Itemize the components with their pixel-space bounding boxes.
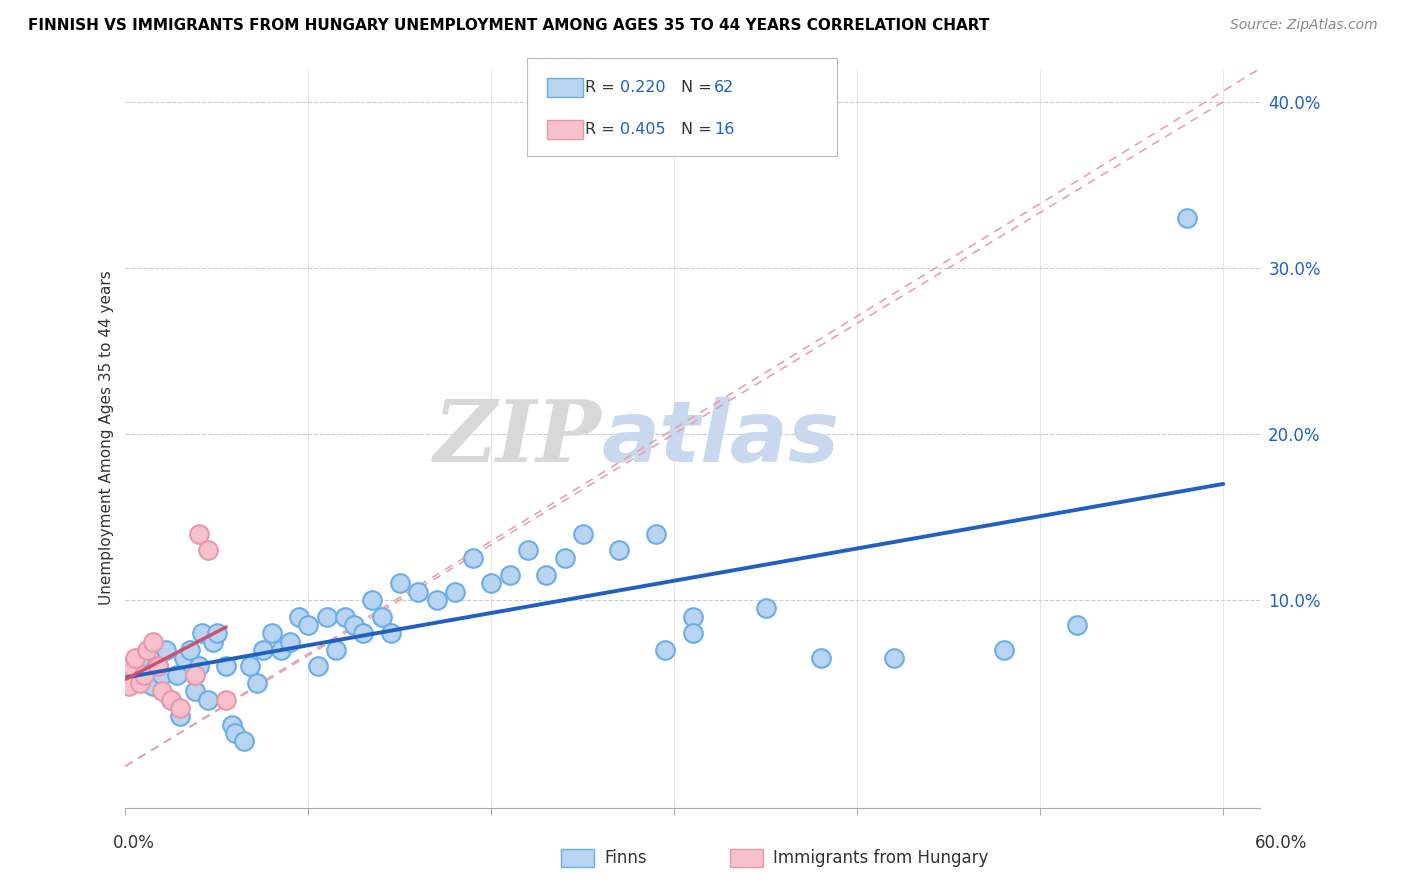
Text: FINNISH VS IMMIGRANTS FROM HUNGARY UNEMPLOYMENT AMONG AGES 35 TO 44 YEARS CORREL: FINNISH VS IMMIGRANTS FROM HUNGARY UNEMP… <box>28 18 990 33</box>
Point <box>118 679 141 693</box>
Point <box>221 717 243 731</box>
Point <box>654 643 676 657</box>
Point <box>352 626 374 640</box>
Point <box>554 551 576 566</box>
Point <box>536 568 558 582</box>
Text: Source: ZipAtlas.com: Source: ZipAtlas.com <box>1230 18 1378 32</box>
Point <box>187 659 209 673</box>
Text: 62: 62 <box>714 80 734 95</box>
Text: atlas: atlas <box>602 397 839 480</box>
Point <box>333 609 356 624</box>
Point <box>224 726 246 740</box>
Point <box>173 651 195 665</box>
Point <box>883 651 905 665</box>
Point <box>179 643 201 657</box>
Text: R =: R = <box>585 122 620 136</box>
Point <box>499 568 522 582</box>
Point <box>150 684 173 698</box>
Point <box>129 676 152 690</box>
Point <box>572 526 595 541</box>
Point <box>1066 618 1088 632</box>
Point <box>252 643 274 657</box>
Point <box>155 643 177 657</box>
Point <box>129 651 152 665</box>
Point <box>517 543 540 558</box>
Point <box>205 626 228 640</box>
Point <box>810 651 832 665</box>
Point <box>148 659 170 673</box>
Point <box>343 618 366 632</box>
Point <box>239 659 262 673</box>
Point <box>117 667 139 681</box>
Text: R =: R = <box>585 80 620 95</box>
Point <box>215 692 238 706</box>
Point <box>160 692 183 706</box>
Point <box>370 609 392 624</box>
Point <box>197 543 219 558</box>
Text: Finns: Finns <box>605 849 647 867</box>
Point <box>380 626 402 640</box>
Point <box>197 692 219 706</box>
Point <box>246 676 269 690</box>
Point <box>166 667 188 681</box>
Point <box>142 634 165 648</box>
Text: 60.0%: 60.0% <box>1256 834 1308 852</box>
Point <box>315 609 337 624</box>
Text: ZIP: ZIP <box>434 396 602 480</box>
Point <box>215 659 238 673</box>
Point <box>142 679 165 693</box>
Point <box>184 684 207 698</box>
Point <box>124 651 146 665</box>
Point <box>278 634 301 648</box>
Text: 16: 16 <box>714 122 734 136</box>
Text: N =: N = <box>681 122 717 136</box>
Point <box>425 593 447 607</box>
Text: 0.220: 0.220 <box>620 80 665 95</box>
Point <box>325 643 347 657</box>
Point <box>461 551 484 566</box>
Point <box>609 543 631 558</box>
Point <box>169 709 191 723</box>
Text: 0.405: 0.405 <box>620 122 665 136</box>
Point <box>136 676 159 690</box>
Point <box>361 593 384 607</box>
Point <box>443 584 465 599</box>
Point <box>288 609 311 624</box>
Point <box>481 576 503 591</box>
Point <box>260 626 283 640</box>
Point <box>136 643 159 657</box>
Text: N =: N = <box>681 80 717 95</box>
Y-axis label: Unemployment Among Ages 35 to 44 years: Unemployment Among Ages 35 to 44 years <box>100 270 114 606</box>
Point <box>114 667 136 681</box>
Point <box>755 601 778 615</box>
Point <box>297 618 319 632</box>
Point <box>233 734 256 748</box>
Point <box>124 663 146 677</box>
Point <box>169 701 191 715</box>
Point <box>160 692 183 706</box>
Point <box>120 659 142 673</box>
Point <box>307 659 329 673</box>
Point <box>132 667 155 681</box>
Point <box>993 643 1015 657</box>
Point <box>1175 211 1198 225</box>
Point <box>645 526 668 541</box>
Text: 0.0%: 0.0% <box>112 834 155 852</box>
Point <box>388 576 411 591</box>
Point <box>270 643 292 657</box>
Point <box>406 584 429 599</box>
Point <box>202 634 225 648</box>
Point <box>148 659 170 673</box>
Text: Immigrants from Hungary: Immigrants from Hungary <box>773 849 988 867</box>
Point <box>682 609 704 624</box>
Point <box>191 626 214 640</box>
Point <box>184 667 207 681</box>
Point <box>150 667 173 681</box>
Point <box>187 526 209 541</box>
Point <box>682 626 704 640</box>
